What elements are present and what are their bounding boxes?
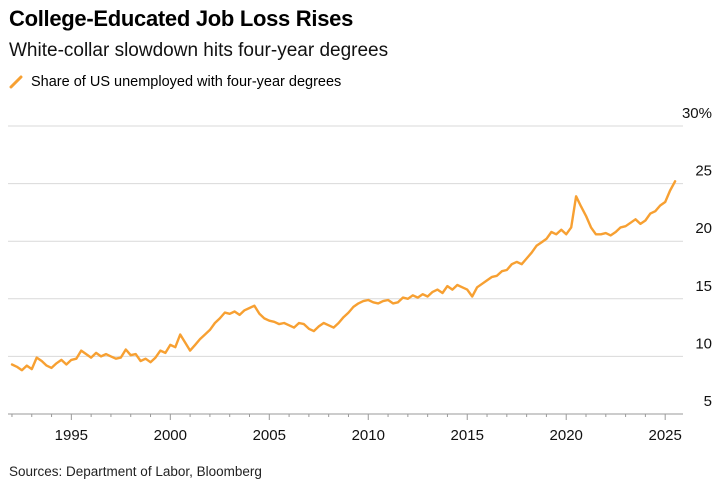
x-tick-label-2020: 2020 [550,427,583,444]
legend-label: Share of US unemployed with four-year de… [31,74,342,90]
x-tick-label-2005: 2005 [253,427,286,444]
x-tick-label-1995: 1995 [55,427,88,444]
legend: Share of US unemployed with four-year de… [9,74,341,90]
y-tick-label-10: 10 [695,335,712,352]
y-tick-label-25: 25 [695,163,712,180]
x-tick-label-2010: 2010 [352,427,385,444]
y-tick-label-20: 20 [695,220,712,237]
y-tick-label-15: 15 [695,278,712,295]
y-tick-label-5: 5 [704,393,712,410]
y-tick-label-30: 30% [682,105,712,122]
legend-swatch [9,75,23,89]
source-note: Sources: Department of Labor, Bloomberg [9,464,262,479]
series-line-0 [10,180,677,372]
chart-subtitle: White-collar slowdown hits four-year deg… [9,40,389,61]
x-tick-label-2000: 2000 [154,427,187,444]
chart-title: College-Educated Job Loss Rises [9,6,354,31]
x-tick-label-2015: 2015 [451,427,484,444]
x-tick-label-2025: 2025 [648,427,681,444]
